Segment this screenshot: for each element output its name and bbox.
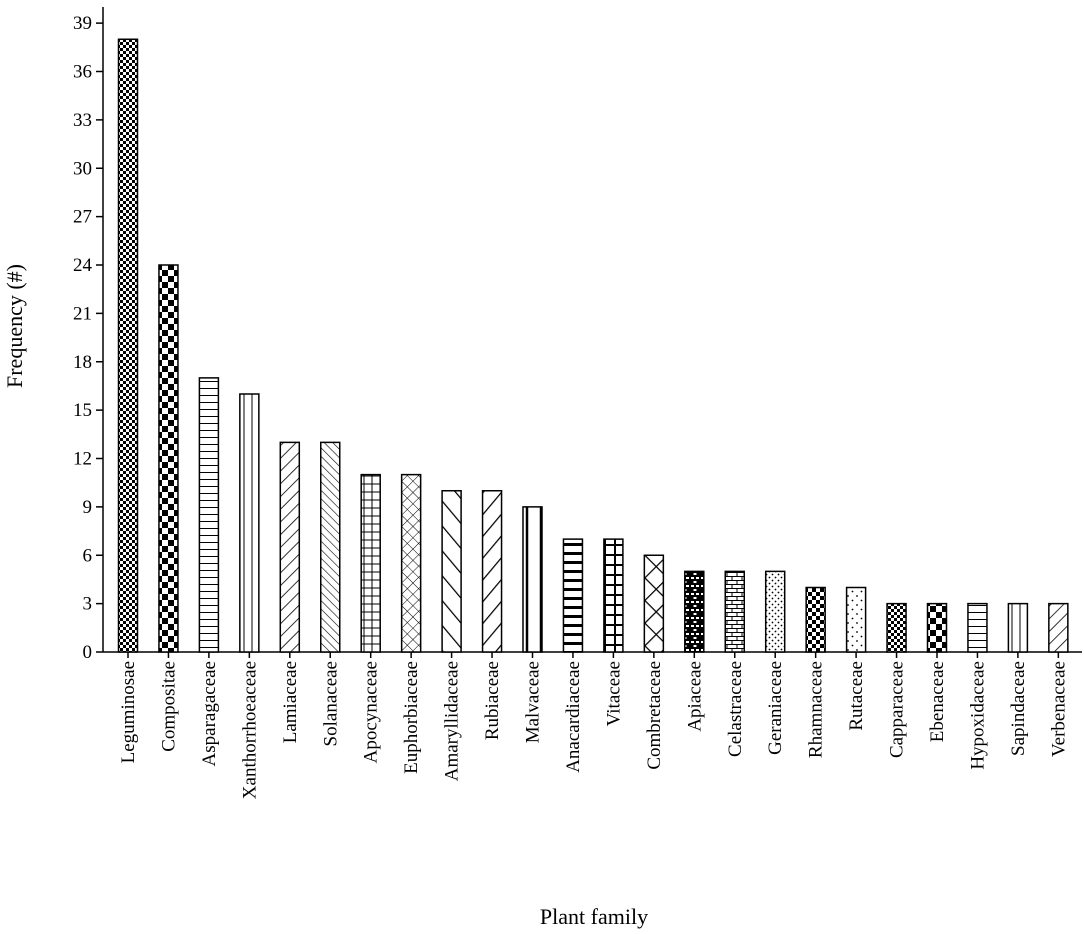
y-tick-label: 12 [73,449,92,470]
x-tick-label: Combretaceae [644,661,665,770]
x-tick-label: Vitaceae [603,661,624,726]
x-tick-label: Rubiaceae [482,661,503,740]
x-tick-label: Capparaceae [887,661,908,758]
bar-verbenaceae [1048,602,1069,653]
y-tick-label: 6 [83,545,93,566]
bar-compositae [158,264,179,653]
x-tick-label: Leguminosae [118,661,139,763]
bar-lamiaceae [279,441,301,653]
bar-asparagaceae [198,377,220,653]
bar-capparaceae [886,602,907,653]
bar-rutaceae [845,586,867,653]
y-tick-label: 33 [73,110,92,131]
bar-combretaceae [643,554,665,653]
x-tick-label: Euphorbiaceae [401,661,422,774]
bars [117,38,1069,653]
x-tick-label: Lamiaceae [280,661,301,743]
y-tick-label: 3 [83,594,93,615]
x-tick-label: Sapindaceae [1008,661,1029,756]
bar-apiaceae [684,570,705,653]
y-tick-label: 30 [73,158,92,179]
x-tick-label: Ebenaceae [927,661,948,742]
y-tick-label: 36 [73,62,92,83]
x-tick-label: Asparagaceae [199,661,220,766]
x-tick-label: Hypoxidaceae [967,661,988,770]
bar-apocynaceae [360,473,381,653]
x-tick-label: Rhamnaceae [806,661,827,758]
bar-solanaceae [320,441,341,653]
x-tick-label: Geraniaceae [765,661,786,755]
x-tick-label: Rutaceae [846,661,867,731]
y-tick-label: 9 [83,497,93,518]
x-axis-title: Plant family [540,904,648,929]
x-tick-label: Celastraceae [725,661,746,757]
x-tick-label: Anacardiaceae [563,661,584,773]
y-tick-label: 18 [73,352,92,373]
bar-celastraceae [724,570,745,653]
x-ticks: Leguminosae Compositae Asparagaceae Xanthor… [118,652,1069,799]
bar-hypoxidaceae [967,602,988,653]
x-tick-label: Amaryllidaceae [442,661,463,781]
y-tick-label: 15 [73,400,92,421]
y-tick-label: 0 [83,642,93,663]
y-tick-label: 24 [73,255,93,276]
x-tick-label: Solanaceae [320,661,341,746]
y-tick-label: 27 [73,207,92,228]
x-tick-label: Apocynaceae [361,661,382,763]
bar-leguminosae [117,38,139,653]
x-tick-label: Malvaceae [523,661,544,743]
bar-anacardiaceae [562,538,584,653]
y-tick-label: 21 [73,303,92,324]
x-tick-label: Verbenaceae [1048,661,1069,757]
bar-vitaceae [603,538,624,653]
y-tick-label: 39 [73,13,92,34]
bar-euphorbiaceae [400,473,422,653]
bar-rubiaceae [481,490,503,653]
bar-sapindaceae [1007,602,1029,653]
bar-malvaceae [522,506,543,653]
bar-rhamnaceae [805,586,826,653]
x-tick-label: Apiaceae [684,661,705,732]
y-axis-title: Frequency (#) [2,264,27,388]
bar-xanthorrhoeaceae [239,393,260,653]
bar-amaryllidaceae [441,490,462,653]
axes [102,7,1082,653]
bar-ebenaceae [926,602,948,653]
x-tick-label: Xanthorrhoeaceae [239,661,260,799]
bar-geraniaceae [764,570,786,653]
x-tick-label: Compositae [158,661,179,752]
